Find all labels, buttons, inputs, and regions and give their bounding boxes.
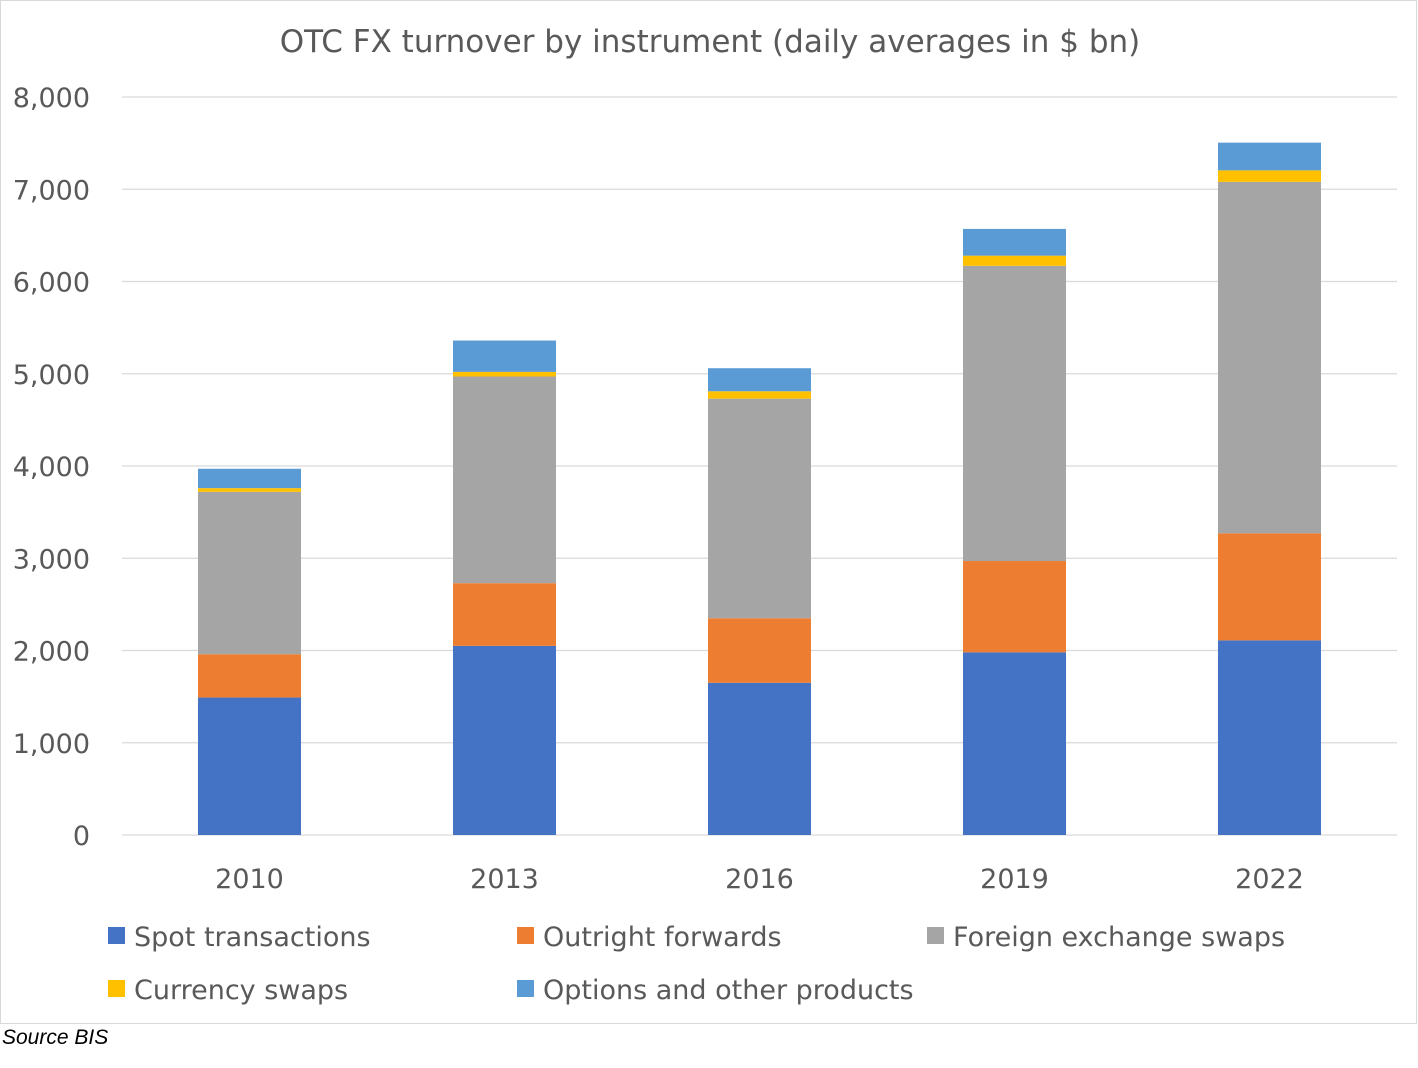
- y-tick-label: 1,000: [13, 729, 90, 760]
- chart-title: OTC FX turnover by instrument (daily ave…: [280, 24, 1141, 60]
- bar-segment: [708, 398, 811, 619]
- bar-segment: [198, 697, 301, 835]
- bar-segment: [1218, 640, 1321, 835]
- legend-swatch: [927, 927, 944, 944]
- y-tick-label: 0: [73, 821, 90, 852]
- bar-segment: [1218, 170, 1321, 182]
- y-tick-label: 2,000: [13, 637, 90, 668]
- bar-segment: [198, 468, 301, 489]
- legend-label: Options and other products: [543, 975, 914, 1006]
- bar-segment: [453, 371, 556, 377]
- bar-segment: [453, 583, 556, 646]
- y-tick-label: 6,000: [13, 268, 90, 299]
- bar-segment: [453, 340, 556, 372]
- y-tick-label: 3,000: [13, 544, 90, 575]
- y-tick-label: 4,000: [13, 452, 90, 483]
- bar-segment: [708, 368, 811, 392]
- legend-label: Outright forwards: [543, 922, 782, 953]
- bar-segment: [1218, 142, 1321, 171]
- bar-segment: [708, 618, 811, 683]
- legend-swatch: [108, 980, 125, 997]
- bar-segment: [1218, 181, 1321, 534]
- y-tick-label: 7,000: [13, 175, 90, 206]
- bar-segment: [963, 265, 1066, 562]
- bar-segment: [198, 488, 301, 492]
- x-tick-label: 2016: [725, 864, 794, 895]
- bar-segment: [198, 654, 301, 698]
- bar-segment: [453, 645, 556, 835]
- bar-segment: [963, 228, 1066, 256]
- legend: Spot transactions Outright forwards Foreig…: [108, 922, 1285, 1006]
- bar-segment: [963, 652, 1066, 835]
- legend-swatch: [517, 980, 534, 997]
- bars: [198, 142, 1321, 835]
- y-tick-label: 5,000: [13, 360, 90, 391]
- x-tick-label: 2022: [1235, 864, 1304, 895]
- bar-segment: [963, 561, 1066, 653]
- x-tick-label: 2013: [470, 864, 539, 895]
- x-tick-label: 2019: [980, 864, 1049, 895]
- y-axis-ticks: 0 1,000 2,000 3,000 4,000 5,000 6,000 7,000 8,00…: [13, 83, 90, 852]
- bar-segment: [453, 376, 556, 584]
- legend-label: Foreign exchange swaps: [953, 922, 1285, 953]
- legend-label: Currency swaps: [134, 975, 348, 1006]
- x-axis-ticks: 2010 2013 2016 2019 2022: [215, 864, 1304, 895]
- x-tick-label: 2010: [215, 864, 284, 895]
- legend-swatch: [108, 927, 125, 944]
- bar-segment: [708, 391, 811, 399]
- legend-swatch: [517, 927, 534, 944]
- bar-segment: [708, 682, 811, 835]
- legend-label: Spot transactions: [134, 922, 371, 953]
- bar-segment: [198, 491, 301, 655]
- bar-segment: [1218, 533, 1321, 641]
- source-note: Source BIS: [2, 1026, 109, 1049]
- bar-segment: [963, 255, 1066, 266]
- y-tick-label: 8,000: [13, 83, 90, 114]
